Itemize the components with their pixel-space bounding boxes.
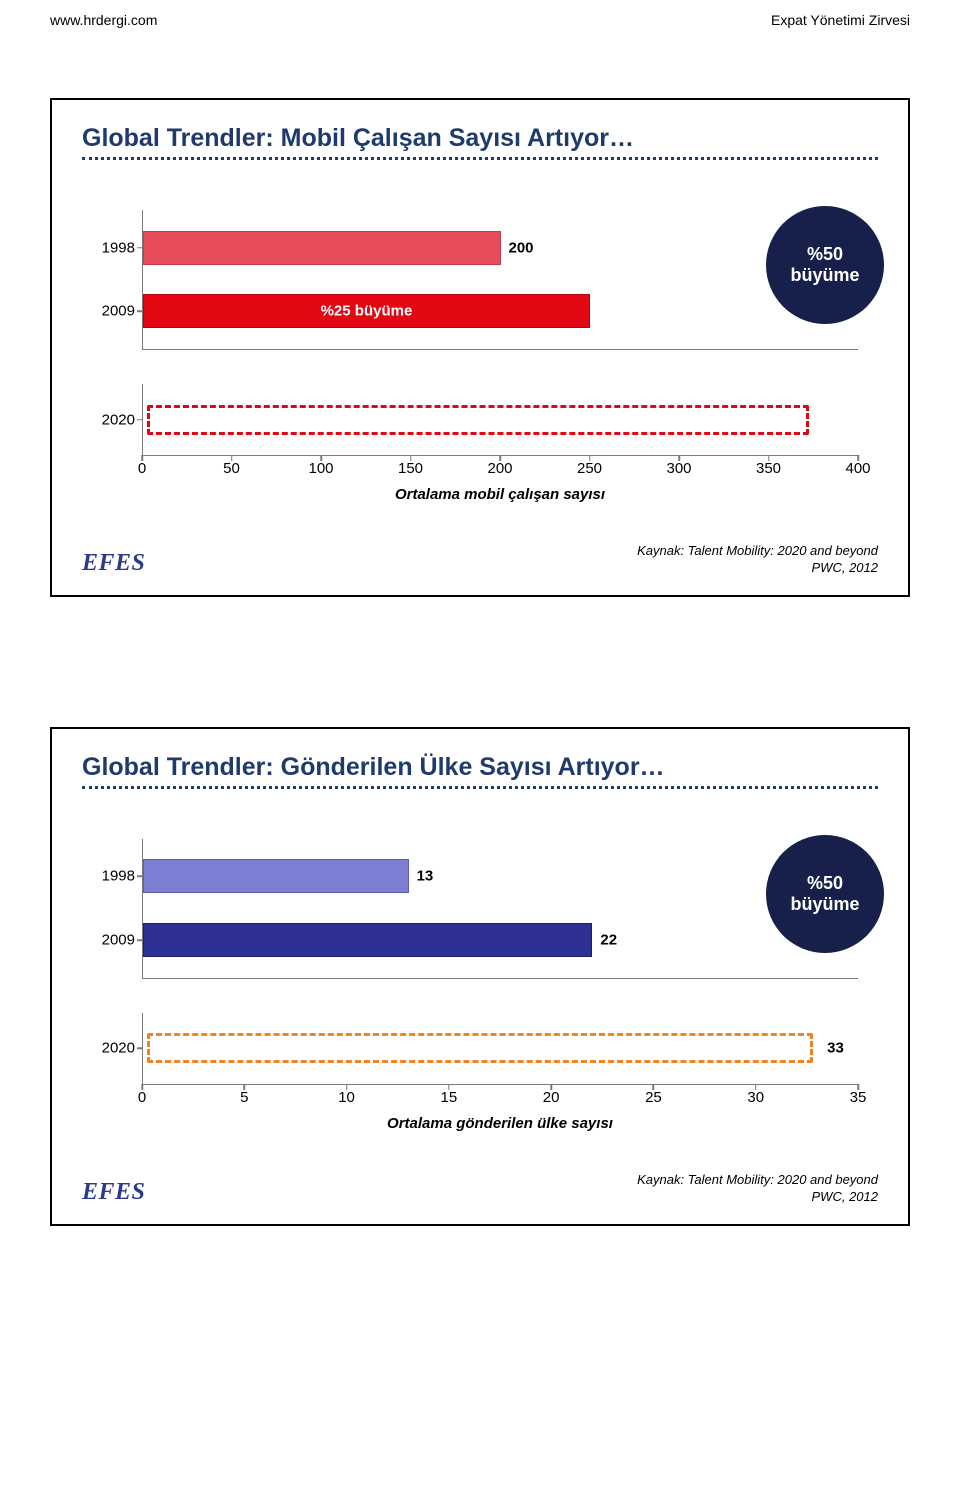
slide1-source-line2: PWC, 2012: [82, 560, 878, 577]
x-tick-label: 200: [487, 460, 512, 477]
slide1-chart-wrap: 1998 2009 200 %25 büyüme 2020 0 50 100 150 200 2…: [82, 210, 878, 503]
slide1-plot-upper: 19982009200%25 büyüme: [142, 210, 858, 350]
slide1-circle-line2: büyüme: [790, 265, 859, 286]
slide2-growth-circle: %50 büyüme: [766, 835, 884, 953]
slide2-source: Kaynak: Talent Mobility: 2020 and beyond…: [82, 1172, 878, 1206]
x-tick-label: 10: [338, 1089, 355, 1106]
slide1-x-ticks: 050100150200250300350400: [142, 456, 858, 482]
x-tick-label: 0: [138, 1089, 146, 1106]
header-right: Expat Yönetimi Zirvesi: [771, 12, 910, 28]
x-tick-label: 100: [308, 460, 333, 477]
x-tick-label: 300: [666, 460, 691, 477]
slide1-chart: 1998 2009 200 %25 büyüme 2020 0 50 100 150 200 2…: [82, 210, 878, 503]
slide1-x-axis-label: Ortalama mobil çalışan sayısı: [142, 486, 858, 503]
slide1-growth-circle: %50 büyüme: [766, 206, 884, 324]
y-category-label: 2020: [83, 411, 135, 428]
slide1-title: Global Trendler: Mobil Çalışan Sayısı Ar…: [82, 124, 878, 153]
y-category-label: 1998: [83, 868, 135, 885]
slide2-title-underline: [82, 786, 878, 789]
x-tick-label: 400: [845, 460, 870, 477]
bar: [143, 923, 592, 957]
slide2-plot-lower: 202033: [142, 1013, 858, 1085]
x-tick-label: 25: [645, 1089, 662, 1106]
projection-box: [147, 1033, 813, 1063]
x-tick-label: 250: [577, 460, 602, 477]
projection-label: 33: [827, 1040, 844, 1057]
slide2-circle-line1: %50: [790, 873, 859, 894]
slide1-source-line1: Kaynak: Talent Mobility: 2020 and beyond: [82, 543, 878, 560]
bar: [143, 859, 409, 893]
slide1-circle-line1: %50: [790, 244, 859, 265]
bar-label: 200: [509, 239, 534, 256]
slide2-chart: 199820091322 202033 05101520253035 Ortal…: [82, 839, 878, 1132]
slide2-source-line1: Kaynak: Talent Mobility: 2020 and beyond: [82, 1172, 878, 1189]
bar-label: 22: [600, 932, 617, 949]
y-category-label: 2009: [83, 303, 135, 320]
x-tick-label: 20: [543, 1089, 560, 1106]
slide2-x-axis-label: Ortalama gönderilen ülke sayısı: [142, 1115, 858, 1132]
slide1-source: Kaynak: Talent Mobility: 2020 and beyond…: [82, 543, 878, 577]
page-header: www.hrdergi.com Expat Yönetimi Zirvesi: [50, 12, 910, 28]
x-tick-label: 0: [138, 460, 146, 477]
slide2-plot-upper: 199820091322: [142, 839, 858, 979]
y-category-label: 1998: [83, 239, 135, 256]
projection-box: [147, 405, 809, 435]
x-tick-label: 30: [747, 1089, 764, 1106]
x-tick-label: 350: [756, 460, 781, 477]
header-left: www.hrdergi.com: [50, 12, 157, 28]
slide2-x-ticks: 05101520253035: [142, 1085, 858, 1111]
bar-label: 13: [417, 868, 434, 885]
bar-label: %25 büyüme: [321, 303, 413, 320]
y-category-label: 2020: [83, 1040, 135, 1057]
slide2-circle-line2: büyüme: [790, 894, 859, 915]
efes-logo: EFES: [82, 1179, 145, 1206]
slide-mobil-calisan: Global Trendler: Mobil Çalışan Sayısı Ar…: [50, 98, 910, 597]
x-tick-label: 150: [398, 460, 423, 477]
slide2-title: Global Trendler: Gönderilen Ülke Sayısı …: [82, 753, 878, 782]
slide2-source-line2: PWC, 2012: [82, 1189, 878, 1206]
bar: [143, 231, 501, 265]
y-category-label: 2009: [83, 932, 135, 949]
x-tick-label: 35: [850, 1089, 867, 1106]
page: www.hrdergi.com Expat Yönetimi Zirvesi G…: [0, 0, 960, 1266]
x-tick-label: 5: [240, 1089, 248, 1106]
x-tick-label: 15: [441, 1089, 458, 1106]
slide1-title-underline: [82, 157, 878, 160]
slide2-chart-wrap: 199820091322 202033 05101520253035 Ortal…: [82, 839, 878, 1132]
slide1-plot-lower: 2020: [142, 384, 858, 456]
x-tick-label: 50: [223, 460, 240, 477]
efes-logo: EFES: [82, 550, 145, 577]
slide-gonderilen-ulke: Global Trendler: Gönderilen Ülke Sayısı …: [50, 727, 910, 1226]
